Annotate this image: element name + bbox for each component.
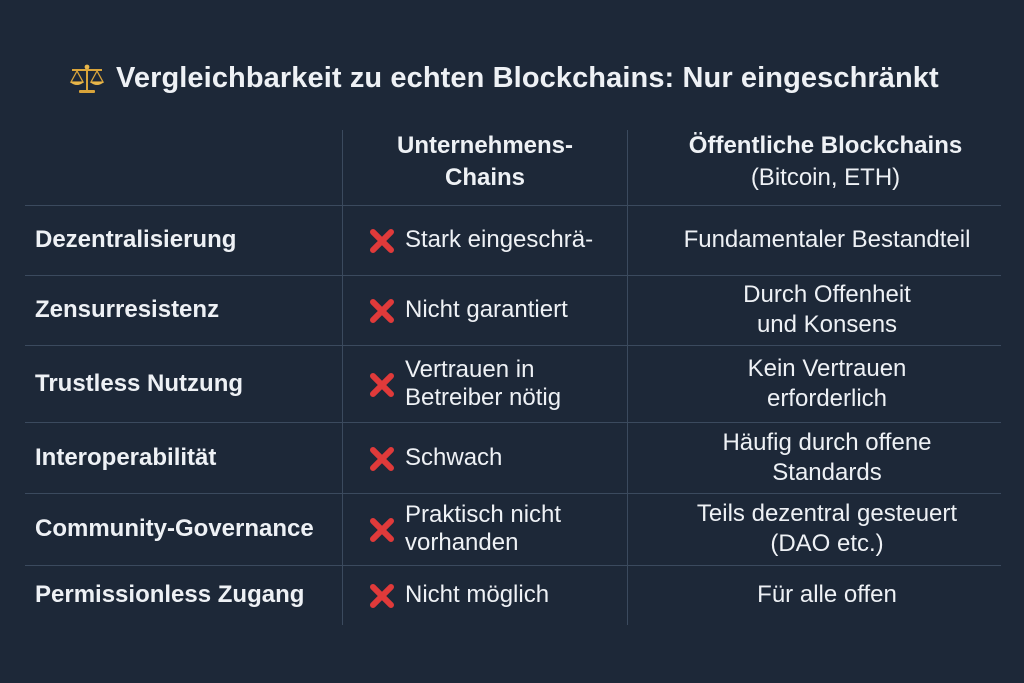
table-row: Permissionless Zugang Nicht möglich Für al… — [25, 565, 1001, 625]
row-divider — [25, 422, 1001, 423]
table-row: Community-Governance Praktisch nicht vorha… — [25, 493, 1001, 565]
scale-icon — [69, 64, 105, 93]
criterion-label: Community-Governance — [35, 515, 314, 542]
enterprise-value-text: Schwach — [405, 443, 503, 471]
enterprise-value: Praktisch nicht vorhanden — [367, 493, 629, 565]
column-header-line: Chains — [444, 164, 525, 191]
row-divider — [25, 493, 1001, 494]
enterprise-value-text: Stark eingeschrä- — [405, 226, 594, 253]
column-header-line: Unternehmens- — [396, 132, 574, 159]
enterprise-value-text: Nicht garantiert — [405, 296, 568, 323]
public-value: Durch Offenheit und Konsens — [743, 281, 911, 338]
red-cross-icon — [370, 372, 394, 397]
criterion-label: Interoperabilität — [35, 443, 217, 471]
red-cross-icon — [370, 518, 394, 542]
column-header-line: Öffentliche Blockchains — [688, 132, 963, 159]
row-divider — [25, 275, 1001, 276]
enterprise-value: Stark eingeschrä- — [367, 205, 629, 275]
public-value: Fundamentaler Bestandteil — [683, 226, 971, 253]
row-divider — [25, 205, 1001, 206]
table-row: Trustless Nutzung Vertrauen in Betreiber n… — [25, 345, 1001, 422]
enterprise-value: Nicht garantiert — [367, 275, 629, 345]
enterprise-value: Schwach — [367, 422, 629, 493]
criterion-label: Zensurresistenz — [35, 296, 220, 323]
public-value: Häufig durch offene Standards — [722, 428, 932, 486]
column-divider — [342, 130, 343, 625]
page-title: Vergleichbarkeit zu echten Blockchains: … — [116, 62, 939, 94]
column-divider — [627, 130, 628, 625]
row-divider — [25, 345, 1001, 346]
enterprise-value: Vertrauen in Betreiber nötig — [367, 345, 629, 422]
row-divider — [25, 565, 1001, 566]
enterprise-value-text: Praktisch nicht vorhanden — [405, 501, 562, 556]
column-header-enterprise: Unternehmens- Chains — [343, 130, 627, 194]
table-row: Zensurresistenz Nicht garantiert Durch Off… — [25, 275, 1001, 345]
column-header-subline: (Bitcoin, ETH) — [750, 164, 901, 191]
public-value: Teils dezentral gesteuert (DAO etc.) — [696, 500, 958, 557]
criterion-label: Permissionless Zugang — [35, 581, 305, 608]
column-header-public: Öffentliche Blockchains (Bitcoin, ETH) — [628, 130, 1023, 194]
table-row: Interoperabilität Schwach Häufig durch off… — [25, 422, 1001, 493]
criterion-label: Dezentralisierung — [35, 226, 237, 253]
red-cross-icon — [370, 229, 394, 253]
enterprise-value-text: Vertrauen in Betreiber nötig — [405, 355, 562, 411]
public-value: Kein Vertrauen erforderlich — [747, 354, 907, 412]
public-value: Für alle offen — [757, 581, 897, 608]
comparison-table: Unternehmens- Chains Öffentliche Blockch… — [25, 130, 1001, 630]
criterion-label: Trustless Nutzung — [35, 369, 244, 397]
page-title-bar: Vergleichbarkeit zu echten Blockchains: … — [68, 62, 1018, 95]
enterprise-value: Nicht möglich — [367, 565, 629, 625]
enterprise-value-text: Nicht möglich — [405, 581, 550, 608]
table-row: Dezentralisierung Stark eingeschrä- Fundam… — [25, 205, 1001, 275]
red-cross-icon — [370, 584, 394, 608]
red-cross-icon — [370, 446, 394, 471]
red-cross-icon — [370, 299, 394, 323]
